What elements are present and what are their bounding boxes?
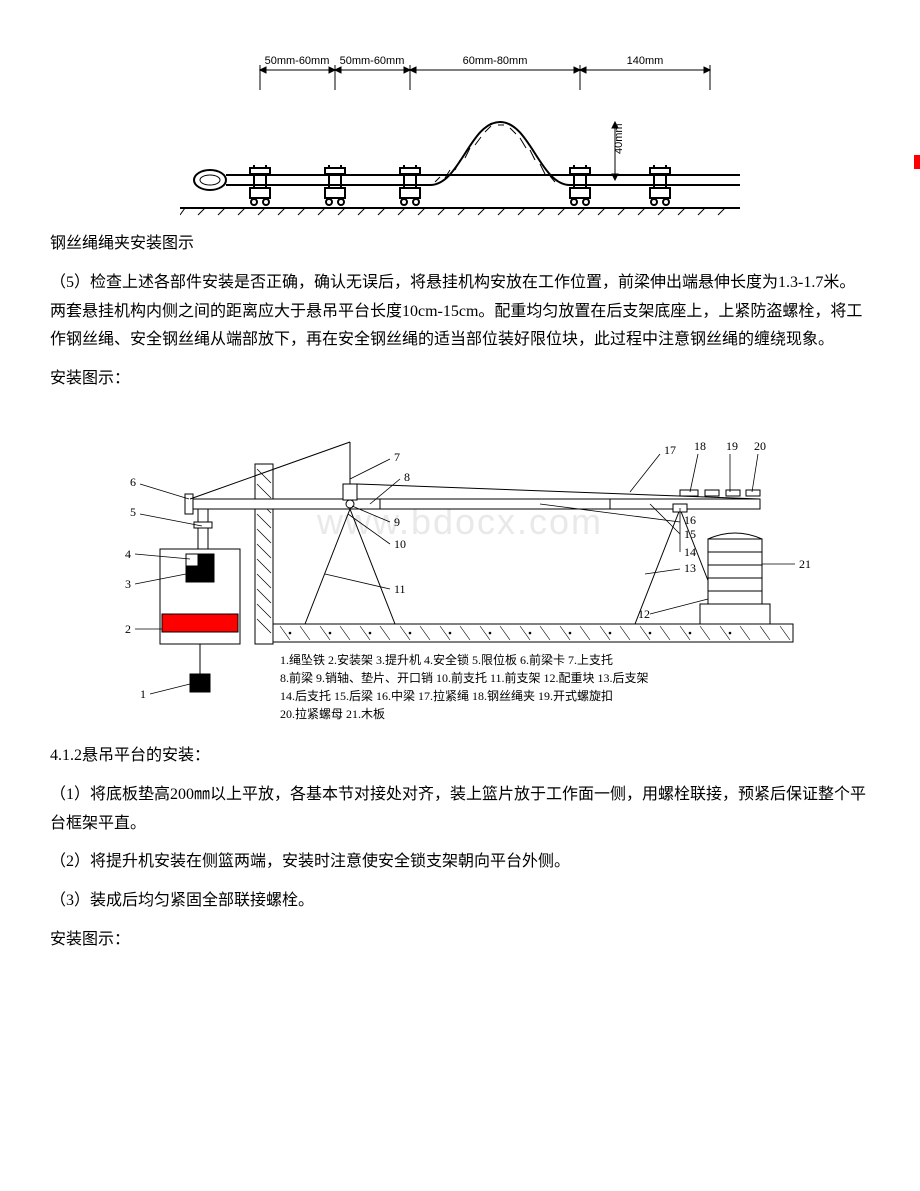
red-marker bbox=[914, 155, 920, 169]
clamp-diagram-svg: 50mm-60mm 50mm-60mm 60mm-80mm 140mm 40mm bbox=[180, 50, 740, 220]
svg-text:17: 17 bbox=[664, 443, 676, 457]
svg-text:14: 14 bbox=[684, 545, 696, 559]
legend-line-3: 14.后支托 15.后梁 16.中梁 17.拉紧绳 18.钢丝绳夹 19.开式螺… bbox=[280, 688, 613, 703]
step-1: （1）将底板垫高200㎜以上平放，各基本节对接处对齐，装上篮片放于工作面一侧，用… bbox=[50, 781, 870, 839]
svg-text:12: 12 bbox=[638, 607, 650, 621]
svg-text:9: 9 bbox=[394, 515, 400, 529]
dim2: 50mm-60mm bbox=[340, 55, 405, 67]
paragraph-5: （5）检查上述各部件安装是否正确，确认无误后，将悬挂机构安放在工作位置，前梁伸出… bbox=[50, 269, 870, 355]
svg-text:7: 7 bbox=[394, 450, 400, 464]
svg-text:1: 1 bbox=[140, 687, 146, 701]
svg-text:20: 20 bbox=[754, 439, 766, 453]
svg-text:15: 15 bbox=[684, 527, 696, 541]
svg-text:8: 8 bbox=[404, 470, 410, 484]
svg-text:3: 3 bbox=[125, 577, 131, 591]
dim-h: 40mm bbox=[613, 123, 625, 154]
clamp-diagram: 50mm-60mm 50mm-60mm 60mm-80mm 140mm 40mm bbox=[50, 50, 870, 220]
install-label-1: 安装图示： bbox=[50, 365, 870, 394]
mechanism-diagram: www.bdocx.com bbox=[50, 404, 870, 724]
svg-text:18: 18 bbox=[694, 439, 706, 453]
svg-text:11: 11 bbox=[394, 582, 406, 596]
dim4: 140mm bbox=[627, 55, 664, 67]
dim1: 50mm-60mm bbox=[265, 55, 330, 67]
svg-text:10: 10 bbox=[394, 537, 406, 551]
svg-text:19: 19 bbox=[726, 439, 738, 453]
legend-line-1: 1.绳坠铁 2.安装架 3.提升机 4.安全锁 5.限位板 6.前梁卡 7.上支… bbox=[280, 652, 613, 667]
svg-text:16: 16 bbox=[684, 513, 696, 527]
svg-text:5: 5 bbox=[130, 505, 136, 519]
step-3: （3）装成后均匀紧固全部联接螺栓。 bbox=[50, 887, 870, 916]
svg-text:4: 4 bbox=[125, 547, 131, 561]
install-label-2: 安装图示： bbox=[50, 926, 870, 955]
svg-text:21: 21 bbox=[799, 557, 811, 571]
mechanism-diagram-svg: www.bdocx.com bbox=[90, 404, 830, 724]
svg-text:13: 13 bbox=[684, 561, 696, 575]
svg-text:2: 2 bbox=[125, 622, 131, 636]
section-4-1-2: 4.1.2悬吊平台的安装： bbox=[50, 742, 870, 771]
caption-clamp: 钢丝绳绳夹安装图示 bbox=[50, 230, 870, 259]
legend-line-2: 8.前梁 9.销轴、垫片、开口销 10.前支托 11.前支架 12.配重块 13… bbox=[280, 670, 649, 685]
legend-line-4: 20.拉紧螺母 21.木板 bbox=[280, 706, 385, 721]
dim3: 60mm-80mm bbox=[463, 55, 528, 67]
svg-text:6: 6 bbox=[130, 475, 136, 489]
step-2: （2）将提升机安装在侧篮两端，安装时注意使安全锁支架朝向平台外侧。 bbox=[50, 848, 870, 877]
